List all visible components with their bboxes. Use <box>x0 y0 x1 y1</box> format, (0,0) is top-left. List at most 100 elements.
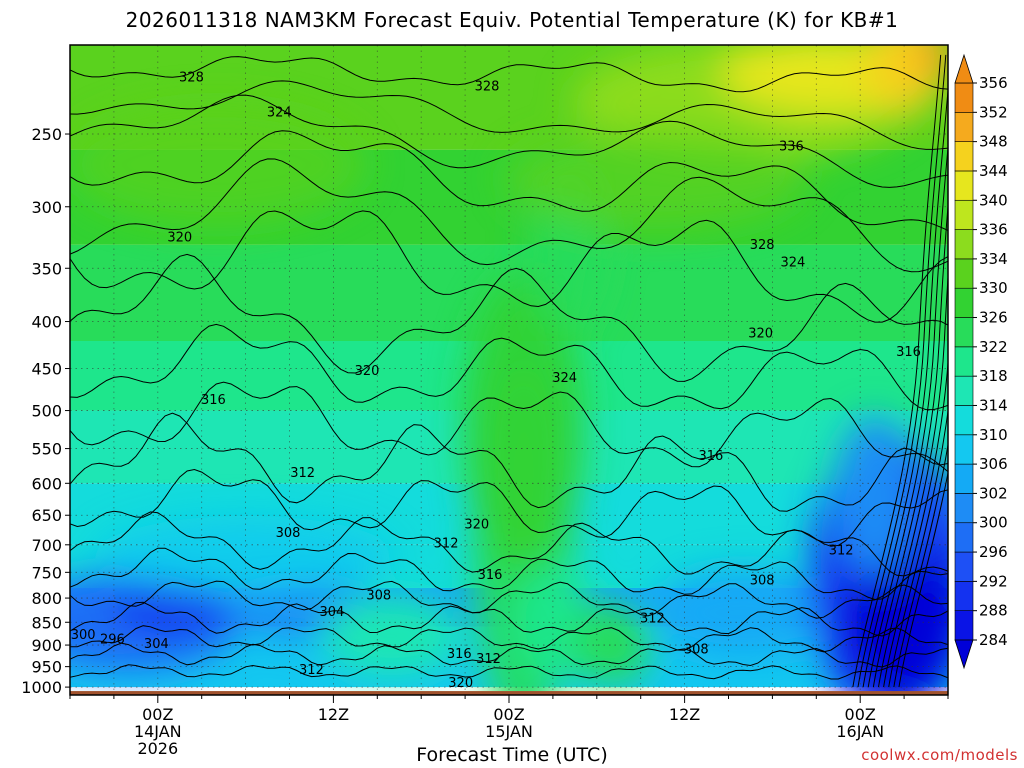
colorbar-label: 296 <box>979 543 1008 561</box>
colorbar-label: 322 <box>979 338 1008 356</box>
colorbar-arrow-bottom <box>954 639 974 670</box>
contour-label: 320 <box>448 676 473 691</box>
colorbar-label: 352 <box>979 103 1008 121</box>
contour-label: 320 <box>748 326 773 341</box>
x-tick-label: 12Z <box>318 705 349 724</box>
colorbar-swatch <box>954 463 974 494</box>
ground-surface <box>70 691 948 695</box>
colorbar-swatch <box>954 346 974 377</box>
colorbar-swatch <box>954 141 974 172</box>
contour-line <box>888 407 948 688</box>
contour-line <box>852 54 942 688</box>
colorbar-label: 292 <box>979 572 1008 590</box>
contour-label: 308 <box>276 526 301 541</box>
y-tick-label: 300 <box>31 198 62 217</box>
contour-line <box>893 441 948 688</box>
y-tick-label: 900 <box>31 636 62 655</box>
x-axis-label: Forecast Time (UTC) <box>416 744 608 766</box>
x-tick-label: 15JAN <box>485 722 533 741</box>
contour-line <box>70 381 948 472</box>
x-tick-label: 12Z <box>669 705 700 724</box>
x-tick-label: 14JAN <box>134 722 182 741</box>
contour-label: 308 <box>366 589 391 604</box>
field-blob <box>321 596 462 677</box>
colorbar-swatch <box>954 258 974 289</box>
colorbar-swatch <box>954 522 974 553</box>
contour-labels: 328 328 324 336 320 328 324 320 316 320 324 316 316 3… <box>71 71 921 692</box>
colorbar-label: 356 <box>979 74 1008 92</box>
colorbar-swatch <box>954 317 974 348</box>
contour-line <box>70 580 948 619</box>
contour-label: 328 <box>475 80 500 95</box>
colorbar-arrow-top <box>954 53 974 84</box>
contour-label: 312 <box>829 543 854 558</box>
contour-label: 336 <box>779 140 804 155</box>
contour-label: 316 <box>896 345 921 360</box>
y-tick-label: 600 <box>31 474 62 493</box>
y-tick-label: 550 <box>31 440 62 459</box>
contour-label: 296 <box>100 633 125 648</box>
field-blob <box>653 567 834 658</box>
colorbar-label: 288 <box>979 602 1008 620</box>
contour-line <box>867 142 948 688</box>
contour-line <box>70 323 948 411</box>
contour-label: 320 <box>167 230 192 245</box>
contour-label: 312 <box>290 466 315 481</box>
colorbar-label: 336 <box>979 221 1008 239</box>
contour-label: 316 <box>478 568 503 583</box>
contour-line <box>70 547 948 601</box>
contour-label: 320 <box>355 364 380 379</box>
x-tick-label: 00Z <box>845 705 876 724</box>
contour-line <box>883 355 948 688</box>
x-tick-label: 2026 <box>137 739 178 758</box>
contour-line <box>70 210 948 323</box>
contour-label: 300 <box>71 628 96 643</box>
colorbar-label: 310 <box>979 426 1008 444</box>
colorbar-swatch <box>954 82 974 113</box>
y-tick-label: 250 <box>31 125 62 144</box>
contour-line <box>857 54 947 688</box>
y-tick-label: 500 <box>31 402 62 421</box>
contour-label: 312 <box>299 663 324 678</box>
colorbar-label: 302 <box>979 484 1008 502</box>
colorbar-swatch <box>954 229 974 260</box>
y-tick-label: 1000 <box>21 678 62 697</box>
colorbar-swatch <box>954 551 974 582</box>
x-tick-label: 16JAN <box>836 722 884 741</box>
contour-line <box>877 269 948 688</box>
contour-line <box>70 664 948 680</box>
field-blob <box>571 605 652 686</box>
contour-line <box>70 80 948 150</box>
y-tick-label: 400 <box>31 313 62 332</box>
colorbar-label: 334 <box>979 250 1008 268</box>
y-tick-label: 850 <box>31 613 62 632</box>
colorbar-swatch <box>954 493 974 524</box>
heatmap-field <box>70 45 948 695</box>
contour-line <box>872 200 948 688</box>
contour-label: 312 <box>434 537 459 552</box>
colorbar-swatch <box>954 170 974 201</box>
contour-line <box>70 253 948 382</box>
contour-label: 316 <box>201 393 226 408</box>
contour-label: 324 <box>552 371 577 386</box>
contour-label: 312 <box>476 652 501 667</box>
contour-label: 304 <box>320 605 345 620</box>
contour-line <box>898 470 948 688</box>
contour-label: 312 <box>640 611 665 626</box>
colorbar-swatch <box>954 405 974 436</box>
contour-label: 308 <box>684 642 709 657</box>
colorbar-label: 300 <box>979 514 1008 532</box>
contour-line <box>70 56 948 93</box>
x-tick-label: 00Z <box>493 705 524 724</box>
y-tick-label: 800 <box>31 589 62 608</box>
field-blob <box>95 516 396 597</box>
contour-line <box>70 94 948 188</box>
colorbar-swatch <box>954 581 974 611</box>
contour-label: 308 <box>750 574 775 589</box>
colorbar-label: 348 <box>979 133 1008 151</box>
colorbar-swatch <box>954 287 974 318</box>
colorbar-swatch <box>954 199 974 230</box>
field-blob <box>112 582 233 633</box>
contour-line <box>70 158 948 273</box>
y-tick-label: 350 <box>31 259 62 278</box>
